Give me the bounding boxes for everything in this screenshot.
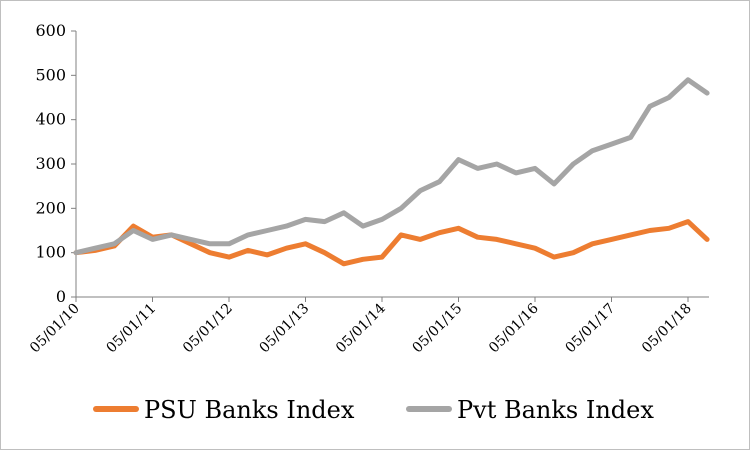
legend-label: Pvt Banks Index bbox=[457, 396, 654, 424]
x-tick-label: 05/01/17 bbox=[563, 301, 619, 357]
x-tick-label: 05/01/18 bbox=[639, 301, 695, 357]
x-tick-label: 05/01/12 bbox=[180, 301, 236, 357]
chart-axes: 0 100 200 300 400 500 600 05/01/10 05/01/11 05/01… bbox=[27, 21, 709, 356]
chart-series bbox=[73, 77, 710, 267]
y-tick-label: 600 bbox=[35, 21, 66, 40]
x-tick-label: 05/01/15 bbox=[410, 301, 466, 357]
y-tick-label: 100 bbox=[35, 243, 66, 262]
x-tick-label: 05/01/13 bbox=[257, 301, 313, 357]
x-tick-label: 05/01/11 bbox=[104, 301, 160, 357]
legend-label: PSU Banks Index bbox=[144, 396, 355, 424]
x-tick-label: 05/01/16 bbox=[486, 300, 542, 356]
y-tick-label: 400 bbox=[35, 110, 66, 129]
series-line-psu-banks bbox=[73, 219, 710, 267]
y-tick-label: 200 bbox=[35, 198, 66, 217]
x-tick-label: 05/01/14 bbox=[333, 300, 389, 356]
y-tick-label: 500 bbox=[35, 65, 66, 84]
y-tick-label: 300 bbox=[35, 154, 66, 173]
series-line-pvt-banks bbox=[73, 77, 710, 256]
chart-legend: PSU Banks Index Pvt Banks Index bbox=[93, 396, 654, 424]
y-tick-label: 0 bbox=[56, 287, 66, 306]
x-tick-label: 05/01/10 bbox=[27, 301, 83, 357]
